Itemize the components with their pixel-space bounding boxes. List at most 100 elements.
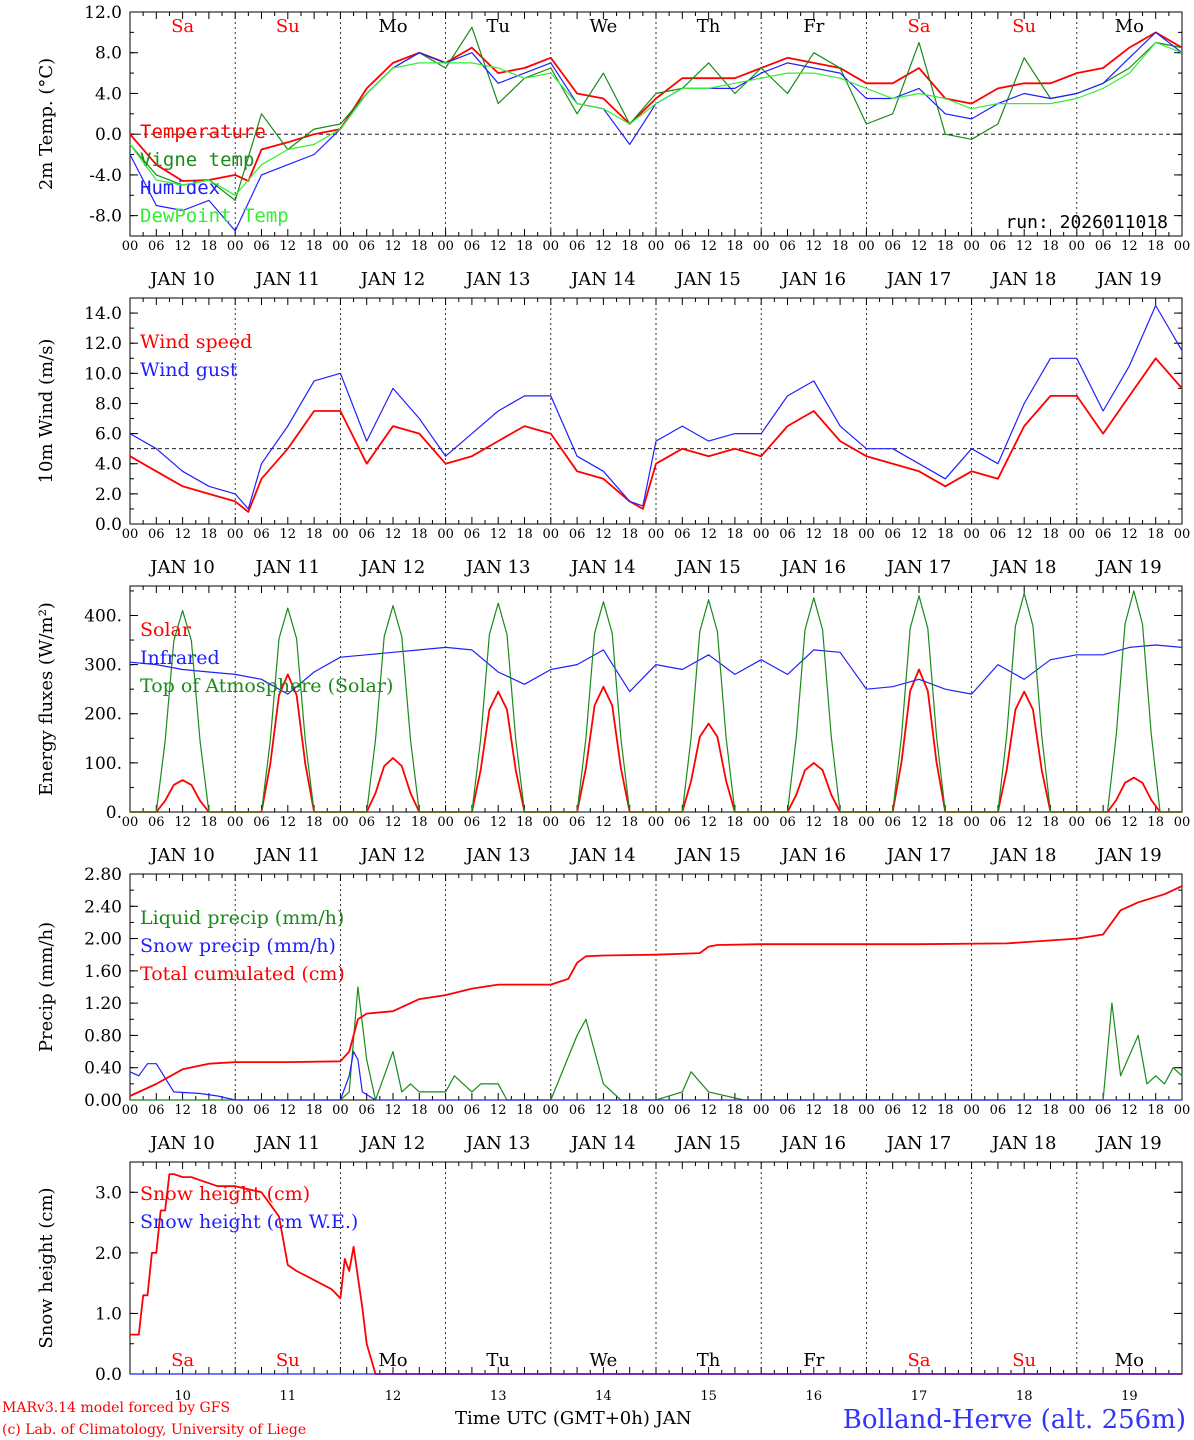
- hour-tick-label: 12: [1121, 1103, 1138, 1118]
- day-number-label: 12: [385, 1389, 402, 1404]
- date-label: JAN 13: [464, 557, 531, 578]
- hour-tick-label: 06: [464, 527, 481, 542]
- hour-tick-label: 00: [332, 239, 349, 254]
- hour-tick-label: 18: [832, 815, 849, 830]
- hour-tick-label: 12: [911, 527, 928, 542]
- hour-tick-label: 00: [332, 527, 349, 542]
- date-label: JAN 13: [464, 269, 531, 290]
- snow-y-axis-label: Snow height (cm): [36, 1187, 57, 1348]
- date-label: JAN 12: [359, 557, 426, 578]
- hour-tick-label: 12: [490, 527, 507, 542]
- hour-tick-label: 06: [1095, 1103, 1112, 1118]
- hour-tick-label: 06: [358, 527, 375, 542]
- hour-tick-label: 00: [963, 527, 980, 542]
- hour-tick-label: 12: [280, 239, 297, 254]
- hour-tick-label: 06: [569, 815, 586, 830]
- date-label: JAN 10: [148, 845, 215, 866]
- hour-tick-label: 18: [201, 239, 218, 254]
- date-label: JAN 15: [674, 269, 741, 290]
- wind-series-wind-speed: [129, 357, 1183, 513]
- hour-tick-label: 06: [253, 527, 270, 542]
- hour-tick-label: 18: [1147, 527, 1164, 542]
- hour-tick-label: 12: [911, 1103, 928, 1118]
- hour-tick-label: 00: [1174, 239, 1191, 254]
- hour-tick-label: 12: [700, 815, 717, 830]
- hour-tick-label: 00: [227, 527, 244, 542]
- temperature-y-tick-label: 4.0: [95, 84, 122, 104]
- temperature-legend-entry: DewPoint Temp: [140, 205, 289, 227]
- hour-tick-label: 06: [779, 527, 796, 542]
- hour-tick-label: 12: [1016, 527, 1033, 542]
- hour-tick-label: 00: [332, 815, 349, 830]
- hour-tick-label: 12: [174, 527, 191, 542]
- day-name-label: Sa: [907, 1350, 930, 1371]
- temperature-legend-entry: Temperature: [140, 121, 266, 143]
- date-label: JAN 14: [569, 557, 636, 578]
- hour-tick-label: 18: [1042, 1103, 1059, 1118]
- hour-tick-label: 06: [464, 1103, 481, 1118]
- temperature-y-tick-label: 12.0: [84, 3, 122, 23]
- hour-tick-label: 00: [122, 239, 139, 254]
- hour-tick-label: 18: [411, 239, 428, 254]
- hour-tick-label: 18: [727, 527, 744, 542]
- hour-tick-label: 06: [569, 527, 586, 542]
- hour-tick-label: 18: [832, 1103, 849, 1118]
- wind-y-tick-label: 14.0: [84, 304, 122, 324]
- energy-y-tick-label: 0.: [106, 803, 122, 823]
- snow-y-tick-label: 1.0: [95, 1304, 122, 1324]
- hour-tick-label: 06: [779, 815, 796, 830]
- panel-wind: 0.0 2.0 4.0 6.0 8.0 10.0 12.0 14.0 10m Wind (m/s…: [36, 297, 1190, 578]
- date-label: JAN 11: [254, 557, 321, 578]
- hour-tick-label: 12: [1121, 239, 1138, 254]
- day-name-label: Mo: [1115, 1350, 1144, 1371]
- energy-series-top-of-atmosphere-solar: [130, 590, 1182, 813]
- date-label: JAN 18: [990, 557, 1057, 578]
- hour-tick-label: 12: [700, 1103, 717, 1118]
- hour-tick-label: 18: [1042, 239, 1059, 254]
- hour-tick-label: 18: [832, 527, 849, 542]
- hour-tick-label: 00: [648, 1103, 665, 1118]
- hour-tick-label: 06: [884, 527, 901, 542]
- hour-tick-label: 12: [1121, 527, 1138, 542]
- hour-tick-label: 12: [385, 527, 402, 542]
- hour-tick-label: 06: [253, 815, 270, 830]
- hour-tick-label: 06: [990, 1103, 1007, 1118]
- hour-tick-label: 00: [1069, 527, 1086, 542]
- date-label: JAN 17: [885, 845, 952, 866]
- hour-tick-label: 18: [411, 527, 428, 542]
- hour-tick-label: 06: [1095, 815, 1112, 830]
- hour-tick-label: 00: [227, 239, 244, 254]
- hour-tick-label: 06: [148, 1103, 165, 1118]
- footer-model-text: MARv3.14 model forced by GFS: [2, 1400, 230, 1416]
- hour-tick-label: 18: [411, 1103, 428, 1118]
- hour-tick-label: 00: [963, 239, 980, 254]
- date-label: JAN 13: [464, 1133, 531, 1154]
- hour-tick-label: 18: [201, 1103, 218, 1118]
- hour-tick-label: 06: [674, 239, 691, 254]
- hour-tick-label: 18: [201, 527, 218, 542]
- hour-tick-label: 00: [122, 815, 139, 830]
- hour-tick-label: 00: [437, 527, 454, 542]
- day-name-label: Sa: [907, 16, 930, 37]
- date-label: JAN 16: [780, 1133, 847, 1154]
- date-label: JAN 17: [885, 1133, 952, 1154]
- date-label: JAN 12: [359, 845, 426, 866]
- wind-y-tick-label: 4.0: [95, 455, 122, 475]
- panel-snow: 0.0 1.0 2.0 3.0 Snow height (cm) Snow height …: [36, 1161, 1183, 1404]
- hour-tick-label: 06: [884, 239, 901, 254]
- day-name-label: Mo: [378, 16, 407, 37]
- hour-tick-label: 18: [411, 815, 428, 830]
- hour-tick-label: 18: [621, 1103, 638, 1118]
- hour-tick-label: 12: [385, 1103, 402, 1118]
- date-label: JAN 14: [569, 269, 636, 290]
- hour-tick-label: 00: [648, 815, 665, 830]
- hour-tick-label: 06: [674, 527, 691, 542]
- hour-tick-label: 12: [1121, 815, 1138, 830]
- hour-tick-label: 06: [253, 1103, 270, 1118]
- temperature-y-tick-label: -8.0: [89, 207, 122, 227]
- wind-legend-entry: Wind speed: [140, 331, 252, 353]
- hour-tick-label: 00: [753, 527, 770, 542]
- hour-tick-label: 18: [1147, 239, 1164, 254]
- hour-tick-label: 06: [358, 1103, 375, 1118]
- hour-tick-label: 06: [148, 527, 165, 542]
